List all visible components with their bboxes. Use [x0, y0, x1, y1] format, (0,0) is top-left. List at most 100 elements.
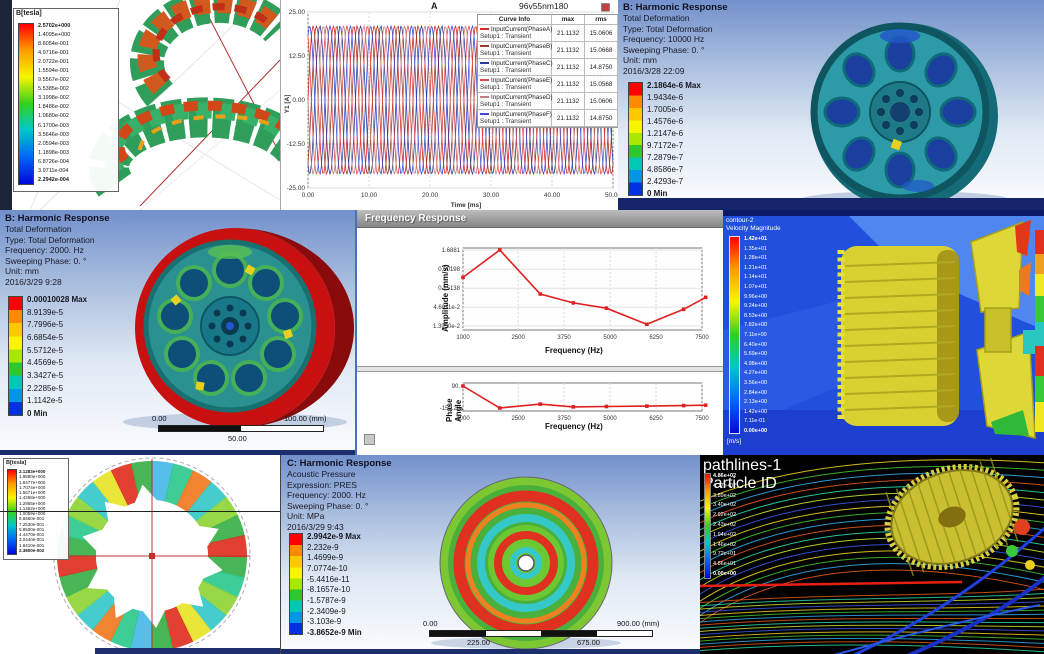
colorbar-label: 7.2530e-001 — [19, 521, 45, 527]
colorbar-label: 5.8500e-001 — [19, 526, 45, 532]
colorbar-label: -8.1657e-10 — [307, 585, 351, 595]
colorbar-label: 8.9139e-5 — [27, 307, 64, 317]
legend-header-line: Particle ID — [703, 475, 777, 492]
colorbar-label: 2.0594e-003 — [38, 140, 69, 147]
colorbar-label: 4.98e+00 — [744, 360, 768, 367]
colorbar-label: 3.89e+02 — [713, 492, 737, 499]
harmonic-2000-colorbar — [8, 296, 23, 416]
ruler-label-left: 0.00 — [152, 414, 167, 423]
colorbar-label: -3.103e-9 — [307, 617, 342, 627]
curve-color-swatch — [480, 62, 489, 65]
colorbar-label: 3.0440e-001 — [19, 537, 45, 543]
window-bottom-strip — [0, 450, 355, 455]
curve-table-row: InputCurrent(PhaseD) Setup1 : Transient 21… — [478, 93, 618, 110]
curve-table-row: InputCurrent(PhaseF) Setup1 : Transient 21… — [478, 110, 618, 127]
result-info-line: 2016/3/29 9:43 — [287, 521, 344, 532]
curve-table-row: InputCurrent(PhaseB) Setup1 : Transient 21… — [478, 42, 618, 59]
colorbar-label: -1.5787e-9 — [307, 595, 346, 605]
curve-table-row: InputCurrent(PhaseE) Setup1 : Transient 21… — [478, 76, 618, 93]
ruler-label-right: 900.00 (mm) — [617, 619, 660, 628]
panel-em-rotor: B[tesla] 2.1283e+000 1.9880e+000 1.8477e+0… — [0, 455, 280, 654]
colorbar-label: 7.11e-01 — [744, 418, 766, 425]
svg-text:Time [ms]: Time [ms] — [451, 202, 482, 209]
em-rotor-graphic — [53, 457, 251, 654]
colorbar-label: -2.3409e-9 — [307, 606, 346, 616]
svg-text:4.6011e-2: 4.6011e-2 — [433, 305, 460, 311]
curve-color-swatch — [480, 113, 489, 116]
window-resize-icon[interactable] — [364, 434, 375, 445]
colorbar-label: 9.7172e-7 — [647, 141, 684, 150]
colorbar-label: 0.00e+00 — [713, 570, 737, 577]
result-info-line: Total Deformation — [5, 224, 72, 234]
panel-harmonic-2000: B: Harmonic Response Total Deformation Ty… — [0, 210, 355, 455]
colorbar-label: 2.13e+00 — [744, 399, 768, 406]
window-edge-line — [0, 511, 280, 512]
colorbar-label: 4.4470e-001 — [19, 532, 45, 538]
colorbar-label: -3.8652e-9 Min — [307, 627, 362, 637]
acoustic-colorbar-labels: 2.9942e-9 Max 2.232e-9 1.4699e-9 7.0774e-10… — [307, 533, 362, 637]
panel-transient-plot: A 96v55nm180 0.00 10.00 20.00 30.00 40.00 50.… — [280, 0, 620, 210]
colorbar-label: 2.5702e+000 — [38, 23, 71, 29]
result-info-line: Frequency: 10000 Hz — [623, 34, 705, 44]
colorbar-label: 1.2147e-6 — [647, 129, 684, 138]
colorbar-label: 1.4576e-6 — [647, 117, 684, 126]
result-info-line: Expression: PRES — [287, 479, 357, 490]
em-coil-colorbar — [18, 23, 34, 185]
harmonic-10000-colorbar-labels: 2.1864e-6 Max 1.9434e-6 1.7005e-6 1.4576e-6… — [647, 82, 701, 198]
em-coil-legend: B[tesla] 2.5702e+000 1.4095e+000 8.6054e-0… — [13, 8, 119, 192]
result-info-line: Type: Total Deformation — [623, 23, 713, 34]
colorbar-label: 7.7996e-5 — [27, 320, 64, 330]
colorbar-label: 5.5385e-002 — [38, 86, 69, 93]
panel-streamlines: pathlines-1 Particle ID 4.86e+02 4.37e+02 3… — [700, 455, 1044, 654]
colorbar-label: 8.6560e-001 — [19, 516, 45, 522]
colorbar-label: 1.14e+01 — [744, 274, 768, 281]
result-info-line: 2016/3/28 22:09 — [623, 65, 685, 76]
phase-x-axis-label: Frequency (Hz) — [545, 422, 603, 431]
ruler-label-b2: 675.00 — [577, 638, 600, 647]
colorbar-label: 5.69e+00 — [744, 351, 768, 358]
svg-text:7500: 7500 — [695, 416, 709, 422]
colorbar-label: 1.46e+02 — [713, 541, 737, 548]
panel-harmonic-10000: B: Harmonic Response Total Deformation Ty… — [618, 0, 1044, 210]
colorbar-label: 0 Min — [647, 189, 668, 198]
svg-text:3750: 3750 — [557, 416, 571, 422]
svg-text:-12.50: -12.50 — [287, 141, 306, 148]
ruler-label-mid: 50.00 — [228, 434, 247, 443]
result-info-line: Unit: mm — [5, 266, 39, 276]
colorbar-label: 0 Min — [27, 408, 48, 418]
svg-text:3750: 3750 — [557, 335, 571, 341]
ruler-label-left: 0.00 — [423, 619, 438, 628]
streamlines-graphic — [700, 457, 1044, 654]
colorbar-label: 3.1998e-002 — [38, 95, 69, 102]
result-info-line: Frequency: 2000. Hz — [5, 245, 84, 255]
svg-text:0.00: 0.00 — [292, 97, 305, 104]
em-coil-colorbar-labels: 2.5702e+000 1.4095e+000 8.6054e-001 4.9716e… — [38, 23, 70, 183]
cfd-legend: 1.42e+01 1.35e+01 1.28e+01 1.21e+01 1.14e+01… — [729, 236, 767, 434]
colorbar-label: 1.42e+00 — [744, 408, 768, 415]
colorbar-label: 2.9942e-9 Max — [307, 532, 361, 541]
window-titlebar[interactable]: Frequency Response — [357, 210, 725, 228]
svg-text:20.00: 20.00 — [422, 192, 439, 199]
colorbar-label: 1.9434e-6 — [647, 93, 684, 102]
window-bottom-strip — [95, 648, 280, 654]
svg-text:5000: 5000 — [603, 416, 617, 422]
svg-text:2500: 2500 — [511, 335, 525, 341]
flywheel-2000-graphic — [123, 228, 355, 431]
colorbar-label: 8.6054e-001 — [38, 41, 69, 48]
plot-divider — [357, 366, 725, 372]
acoustic-legend: 2.9942e-9 Max 2.232e-9 1.4699e-9 7.0774e-10… — [289, 533, 362, 637]
colorbar-label: 4.9716e-001 — [38, 50, 69, 57]
window-bottom-strip — [618, 198, 1044, 210]
svg-text:0.50198: 0.50198 — [438, 267, 460, 273]
colorbar-label: -5.4416e-11 — [307, 574, 350, 584]
colorbar-label: 2.0722e-001 — [38, 59, 69, 66]
streamlines-legend: 4.86e+02 4.37e+02 3.89e+02 3.40e+02 2.92e+02… — [704, 473, 736, 579]
result-info-line: Sweeping Phase: 0. ° — [5, 255, 87, 266]
phase-axis-label: Phase Angle — [445, 398, 463, 422]
colorbar-label: 9.96e+00 — [744, 293, 768, 300]
svg-text:Y1 [A]: Y1 [A] — [284, 95, 291, 114]
svg-text:1000: 1000 — [456, 416, 470, 422]
colorbar-label: 4.86e+02 — [713, 473, 737, 479]
result-info-line: 2016/3/29 9:28 — [5, 276, 62, 287]
svg-text:1000: 1000 — [456, 335, 470, 341]
